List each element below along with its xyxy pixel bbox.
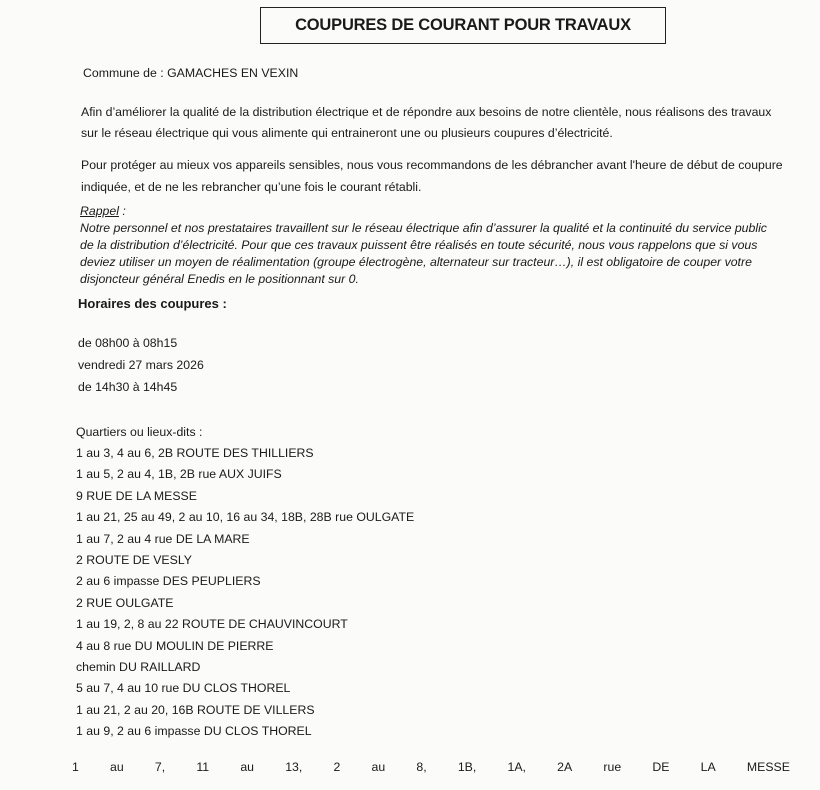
area-item: 9 RUE DE LA MESSE	[76, 488, 197, 503]
area-word: 8,	[416, 760, 427, 774]
areas-last-item: 1 au 7, 11 au 13, 2 au 8, 1B, 1A, 2A rue DE LA MESSE	[72, 760, 790, 774]
area-word: MESSE	[746, 760, 790, 774]
advice-line: Pour protéger au mieux vos appareils sen…	[81, 158, 783, 172]
schedule-heading: Horaires des coupures :	[78, 296, 227, 311]
area-item: 1 au 21, 25 au 49, 2 au 10, 16 au 34, 18…	[76, 510, 415, 525]
area-item: 1 au 19, 2, 8 au 22 ROUTE DE CHAUVINCOUR…	[76, 617, 348, 632]
reminder-heading: Rappel :	[80, 204, 126, 218]
reminder-line: de la distribution d’électricité. Pour q…	[80, 238, 758, 252]
areas-heading: Quartiers ou lieux-dits :	[76, 425, 203, 439]
area-word: au	[110, 760, 124, 774]
area-item: 2 RUE OULGATE	[76, 595, 174, 610]
schedule-line: de 08h00 à 08h15	[78, 336, 178, 350]
reminder-line: deviez utiliser un moyen de réalimentati…	[80, 255, 752, 269]
reminder-line: disjoncteur général Enedis en le positio…	[80, 272, 359, 286]
area-item: 2 ROUTE DE VESLY	[76, 553, 192, 567]
advice-line: indiquée, et de ne les rebrancher qu’une…	[81, 180, 422, 194]
schedule-line: vendredi 27 mars 2026	[78, 358, 204, 372]
area-word: au	[240, 760, 254, 774]
area-word: rue	[603, 760, 622, 774]
area-word: 2A	[557, 760, 573, 774]
area-word: 1B,	[457, 760, 477, 774]
area-item: 4 au 8 rue DU MOULIN DE PIERRE	[76, 638, 274, 653]
area-item: chemin DU RAILLARD	[76, 660, 201, 674]
intro-line: sur le réseau électrique qui vous alimen…	[81, 126, 613, 140]
area-item: 1 au 5, 2 au 4, 1B, 2B rue AUX JUIFS	[76, 467, 282, 482]
area-item: 1 au 3, 4 au 6, 2B ROUTE DES THILLIERS	[76, 446, 314, 460]
area-word: 2	[333, 760, 341, 774]
area-item: 2 au 6 impasse DES PEUPLIERS	[76, 574, 261, 589]
area-word: 13,	[285, 760, 303, 774]
area-word: au	[371, 760, 386, 774]
schedule-line: de 14h30 à 14h45	[78, 380, 178, 394]
intro-line: Afin d’améliorer la qualité de la distri…	[81, 105, 772, 119]
page-title: COUPURES DE COURANT POUR TRAVAUX	[295, 16, 631, 34]
area-item: 5 au 7, 4 au 10 rue DU CLOS THOREL	[76, 681, 291, 696]
reminder-line: Notre personnel et nos prestataires trav…	[80, 221, 767, 235]
area-word: 7,	[154, 760, 166, 774]
area-item: 1 au 7, 2 au 4 rue DE LA MARE	[76, 531, 250, 546]
area-word: 1A,	[507, 760, 526, 774]
area-item: 1 au 21, 2 au 20, 16B ROUTE DE VILLERS	[76, 702, 315, 717]
area-item: 1 au 9, 2 au 6 impasse DU CLOS THOREL	[76, 724, 312, 739]
commune: Commune de : GAMACHES EN VEXIN	[83, 66, 299, 80]
area-word: 11	[196, 760, 210, 774]
area-word: DE	[652, 760, 670, 774]
area-word: LA	[700, 760, 716, 774]
title-box: COUPURES DE COURANT POUR TRAVAUX	[260, 7, 666, 44]
area-word: 1	[72, 760, 79, 774]
